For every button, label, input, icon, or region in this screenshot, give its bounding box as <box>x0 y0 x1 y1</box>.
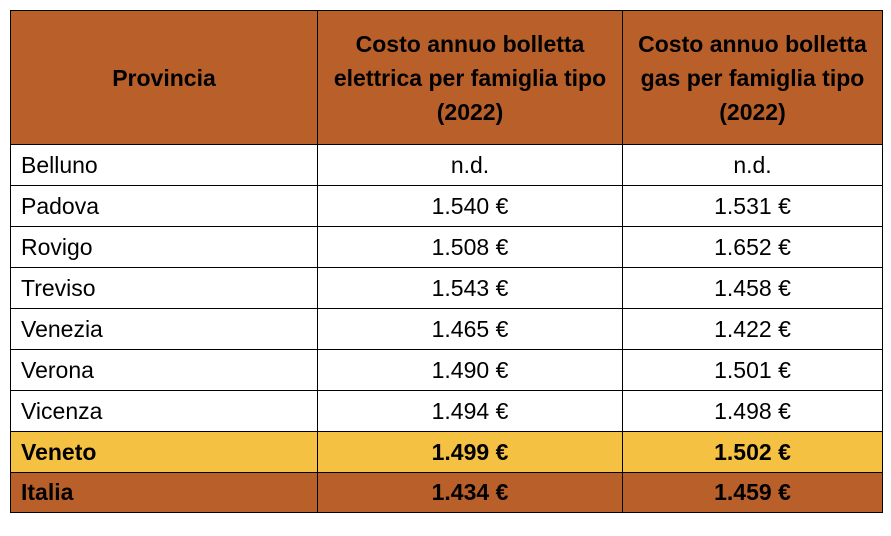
region-total-row: Veneto 1.499 € 1.502 € <box>10 431 883 473</box>
province-cell: Venezia <box>10 308 318 350</box>
table-row: Padova 1.540 € 1.531 € <box>10 185 883 227</box>
gas-cost-cell: 1.531 € <box>622 185 883 227</box>
region-gas-cost-cell: 1.502 € <box>622 431 883 473</box>
energy-cost-table: Provincia Costo annuo bolletta elettrica… <box>10 10 883 513</box>
table-row: Belluno n.d. n.d. <box>10 144 883 186</box>
table-header-row: Provincia Costo annuo bolletta elettrica… <box>10 10 883 145</box>
electric-cost-cell: n.d. <box>317 144 623 186</box>
province-cell: Verona <box>10 349 318 391</box>
gas-cost-cell: 1.501 € <box>622 349 883 391</box>
national-name-cell: Italia <box>10 472 318 513</box>
province-cell: Vicenza <box>10 390 318 432</box>
gas-cost-cell: n.d. <box>622 144 883 186</box>
table-row: Rovigo 1.508 € 1.652 € <box>10 226 883 268</box>
electric-cost-cell: 1.540 € <box>317 185 623 227</box>
gas-cost-cell: 1.498 € <box>622 390 883 432</box>
province-cell: Padova <box>10 185 318 227</box>
table-row: Vicenza 1.494 € 1.498 € <box>10 390 883 432</box>
province-cell: Treviso <box>10 267 318 309</box>
table-row: Verona 1.490 € 1.501 € <box>10 349 883 391</box>
electric-cost-cell: 1.508 € <box>317 226 623 268</box>
table-row: Venezia 1.465 € 1.422 € <box>10 308 883 350</box>
electric-cost-cell: 1.494 € <box>317 390 623 432</box>
gas-cost-cell: 1.422 € <box>622 308 883 350</box>
province-cell: Belluno <box>10 144 318 186</box>
region-electric-cost-cell: 1.499 € <box>317 431 623 473</box>
gas-cost-cell: 1.458 € <box>622 267 883 309</box>
header-electric-cost: Costo annuo bolletta elettrica per famig… <box>317 10 623 145</box>
electric-cost-cell: 1.543 € <box>317 267 623 309</box>
national-gas-cost-cell: 1.459 € <box>622 472 883 513</box>
national-electric-cost-cell: 1.434 € <box>317 472 623 513</box>
header-provincia: Provincia <box>10 10 318 145</box>
province-cell: Rovigo <box>10 226 318 268</box>
region-name-cell: Veneto <box>10 431 318 473</box>
electric-cost-cell: 1.465 € <box>317 308 623 350</box>
header-gas-cost: Costo annuo bolletta gas per famiglia ti… <box>622 10 883 145</box>
gas-cost-cell: 1.652 € <box>622 226 883 268</box>
electric-cost-cell: 1.490 € <box>317 349 623 391</box>
national-total-row: Italia 1.434 € 1.459 € <box>10 472 883 513</box>
table-row: Treviso 1.543 € 1.458 € <box>10 267 883 309</box>
